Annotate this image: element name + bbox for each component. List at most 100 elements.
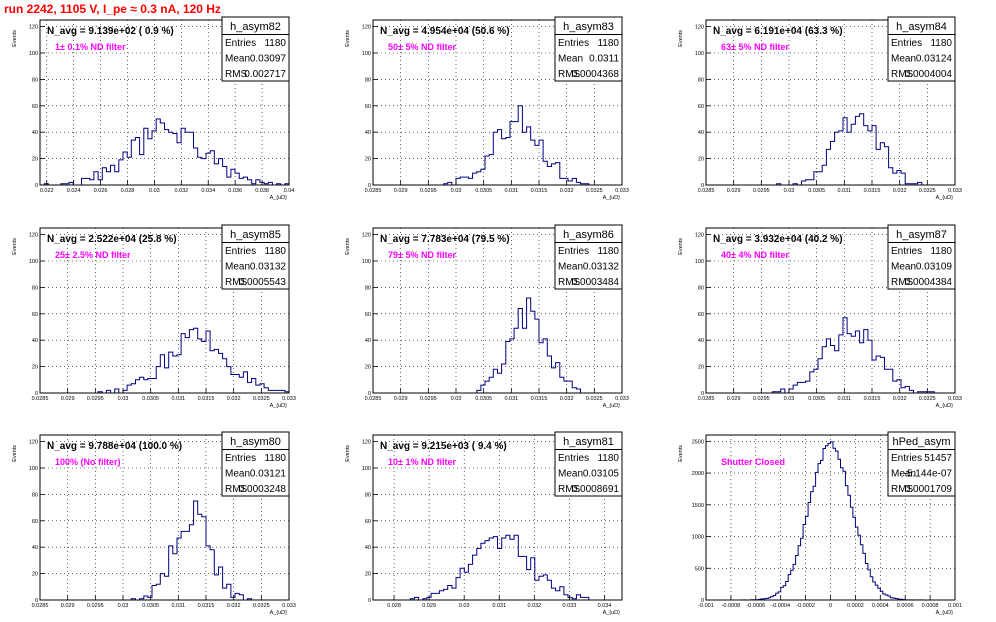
y-tick-label: 40 <box>32 130 38 136</box>
y-tick-label: 20 <box>32 365 38 371</box>
y-tick-label: 2000 <box>692 471 704 477</box>
x-tick-label: 0.0295 <box>87 603 104 609</box>
y-tick-label: 0 <box>368 598 371 604</box>
stats-key: RMS <box>558 69 581 80</box>
x-tick-label: 0.0305 <box>808 188 825 194</box>
stats-box <box>554 16 623 82</box>
x-tick-label: 0.034 <box>201 188 215 194</box>
x-tick-label: 0.0315 <box>864 188 881 194</box>
x-tick-label: 0.031 <box>504 396 518 402</box>
x-tick-label: 0.028 <box>121 188 135 194</box>
y-tick-label: 60 <box>32 312 38 318</box>
stats-box <box>554 431 623 497</box>
y-tick-label: 40 <box>365 338 371 344</box>
x-tick-label: 0.033 <box>615 396 629 402</box>
x-tick-label: 0.0305 <box>142 603 159 609</box>
x-tick-label: 0.001 <box>948 603 962 609</box>
filter-annotation: 10± 1% ND filter <box>388 457 456 467</box>
stats-title: h_asym81 <box>563 436 614 448</box>
x-tick-label: 0.0305 <box>475 396 492 402</box>
y-tick-label: 20 <box>32 157 38 163</box>
histogram-panel: 0.0285 0.029 0.0295 0.03 0.0305 0.031 0.0315 0.… <box>678 16 962 201</box>
stats-key: RMS <box>558 277 581 288</box>
stats-box <box>221 431 290 497</box>
y-axis-title: Events <box>678 238 684 255</box>
x-tick-label: 0.032 <box>893 188 907 194</box>
x-tick-label: 0.0008 <box>922 603 939 609</box>
y-tick-label: 0 <box>35 598 38 604</box>
x-tick-label: 0.0295 <box>753 396 770 402</box>
stats-value: 0.03109 <box>916 262 953 273</box>
filter-annotation: 63± 5% ND filter <box>721 42 789 52</box>
y-tick-label: 0 <box>701 598 704 604</box>
x-tick-label: 0.0295 <box>420 396 437 402</box>
x-tick-label: 0.034 <box>598 603 612 609</box>
navg-label: N_avg = 3.932e+04 (40.2 %) <box>713 234 843 245</box>
stats-key: Entries <box>558 38 589 49</box>
histogram-series <box>373 534 622 601</box>
y-tick-label: 60 <box>32 519 38 525</box>
y-axis-title: Events <box>12 238 18 255</box>
y-axis-title: Events <box>678 30 684 47</box>
x-tick-label: 0.036 <box>228 188 242 194</box>
filter-annotation: 100% (No filter) <box>55 457 121 467</box>
navg-label: N_avg = 7.783e+04 (79.5 %) <box>380 234 510 245</box>
y-tick-label: 80 <box>32 77 38 83</box>
stats-value: 1180 <box>264 453 286 464</box>
stats-key: Mean <box>891 262 916 273</box>
stats-key: RMS <box>891 69 914 80</box>
x-axis-title: A_{uD} <box>936 403 954 409</box>
stats-value: -5.144e-07 <box>904 469 953 480</box>
filter-annotation: 40± 4% ND filter <box>721 250 789 260</box>
x-tick-label: 0.029 <box>727 188 741 194</box>
y-tick-label: 80 <box>365 492 371 498</box>
y-tick-label: 100 <box>29 51 38 57</box>
y-tick-label: 20 <box>365 365 371 371</box>
y-tick-label: 0 <box>701 183 704 189</box>
x-tick-label: 0.032 <box>174 188 188 194</box>
y-tick-label: 20 <box>698 157 704 163</box>
y-tick-label: 20 <box>365 572 371 578</box>
navg-label: N_avg = 2.522e+04 (25.8 %) <box>47 234 177 245</box>
y-tick-label: 60 <box>365 519 371 525</box>
stats-title: h_asym87 <box>896 229 947 241</box>
filter-annotation: 25± 2.5% ND filter <box>55 250 131 260</box>
x-tick-label: 0.0004 <box>872 603 889 609</box>
plot-frame <box>372 227 623 394</box>
plot-frame <box>39 227 290 394</box>
x-tick-label: 0.033 <box>282 396 296 402</box>
stats-value: 0.002717 <box>244 69 286 80</box>
x-tick-label: 0.03 <box>784 396 795 402</box>
main-title: run 2242, 1105 V, I_pe ≈ 0.3 nA, 120 Hz <box>4 2 221 16</box>
stats-value: 0.03121 <box>250 469 287 480</box>
x-tick-label: 0.0305 <box>142 396 159 402</box>
stats-key: RMS <box>225 277 248 288</box>
x-tick-label: 0.032 <box>527 603 541 609</box>
x-tick-label: 0.033 <box>563 603 577 609</box>
x-tick-label: 0.0325 <box>586 396 603 402</box>
y-axis-title: Events <box>345 238 351 255</box>
stats-box <box>554 224 623 290</box>
filter-annotation: 79± 5% ND filter <box>388 250 456 260</box>
stats-value: 0.0008691 <box>572 484 620 495</box>
y-tick-label: 0 <box>368 183 371 189</box>
stats-value: 0.0004384 <box>905 277 953 288</box>
x-tick-label: 0.029 <box>422 603 436 609</box>
x-tick-label: 0.03 <box>118 396 129 402</box>
stats-value: 1180 <box>597 38 619 49</box>
histogram-panel: 0.022 0.024 0.026 0.028 0.03 0.032 0.034 0.036 0… <box>12 16 295 201</box>
stats-key: Entries <box>225 38 256 49</box>
x-tick-label: 0.04 <box>284 188 295 194</box>
histogram-series <box>40 118 290 186</box>
x-axis-title: A_{uD} <box>603 610 621 616</box>
stats-value: 0.03132 <box>583 262 620 273</box>
x-tick-label: 0.033 <box>282 603 296 609</box>
x-tick-label: 0.031 <box>171 603 185 609</box>
y-tick-label: 500 <box>695 566 704 572</box>
histogram-series <box>706 317 955 394</box>
x-tick-label: 0.031 <box>837 188 851 194</box>
stats-key: Mean <box>558 54 583 65</box>
stats-key: Mean <box>225 54 250 65</box>
x-axis-title: A_{uD} <box>936 195 954 201</box>
stats-title: h_asym83 <box>563 21 614 33</box>
